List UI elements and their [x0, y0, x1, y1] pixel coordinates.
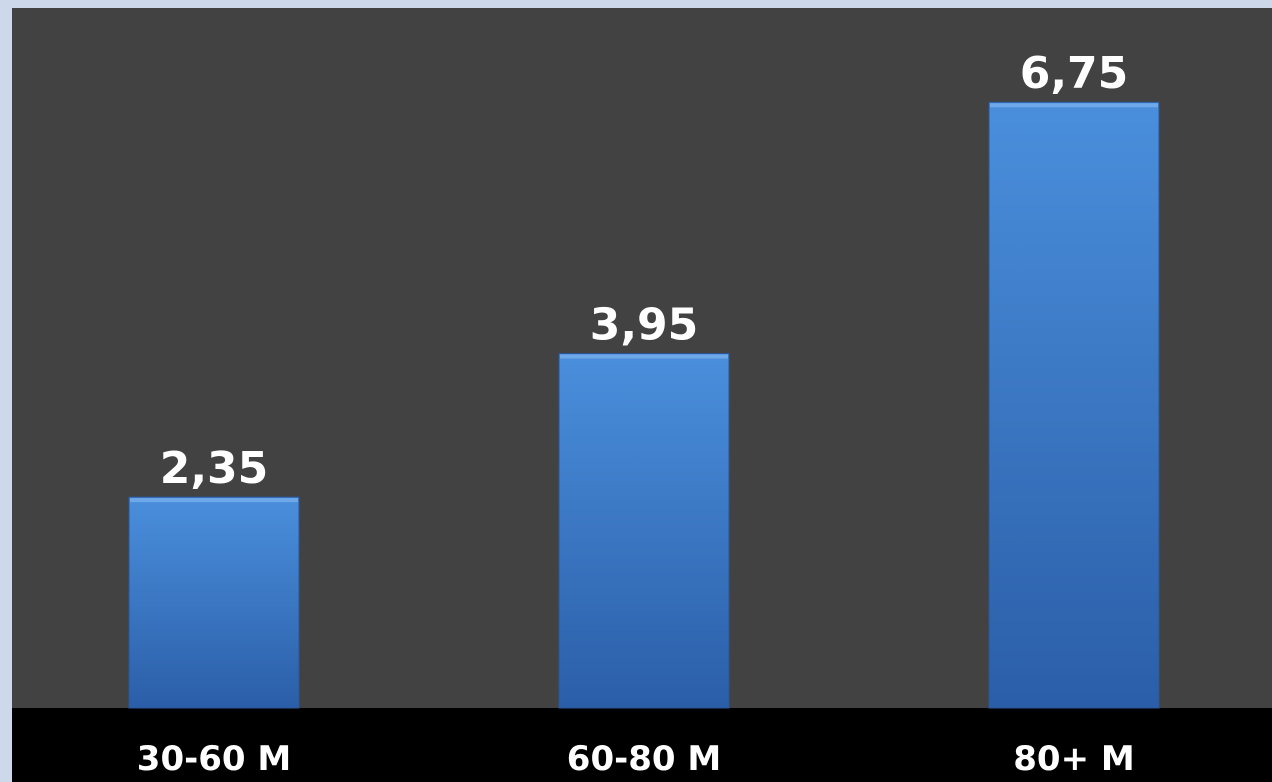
bar-chart: 2,35 30-60 M 3,95 60-80 M 6,75 80+ M: [12, 8, 1272, 782]
bar-3: [988, 101, 1160, 709]
category-axis-band: [12, 708, 1272, 782]
bars-layer: [128, 101, 1160, 709]
bar-highlight-1: [130, 498, 298, 503]
bar-value-label-3: 6,75: [1020, 48, 1129, 99]
bar-2: [558, 353, 730, 709]
category-label-1: 30-60 M: [137, 739, 291, 779]
bar-highlight-3: [990, 103, 1158, 108]
bar-highlight-2: [560, 354, 728, 359]
bar-value-label-1: 2,35: [160, 443, 269, 494]
category-label-2: 60-80 M: [567, 739, 721, 779]
category-label-3: 80+ M: [1013, 739, 1134, 779]
bar-value-label-2: 3,95: [590, 300, 699, 351]
labels-layer: 2,35 30-60 M 3,95 60-80 M 6,75 80+ M: [137, 48, 1135, 779]
chart-frame: 2,35 30-60 M 3,95 60-80 M 6,75 80+ M: [12, 8, 1272, 782]
bar-1: [128, 496, 300, 709]
